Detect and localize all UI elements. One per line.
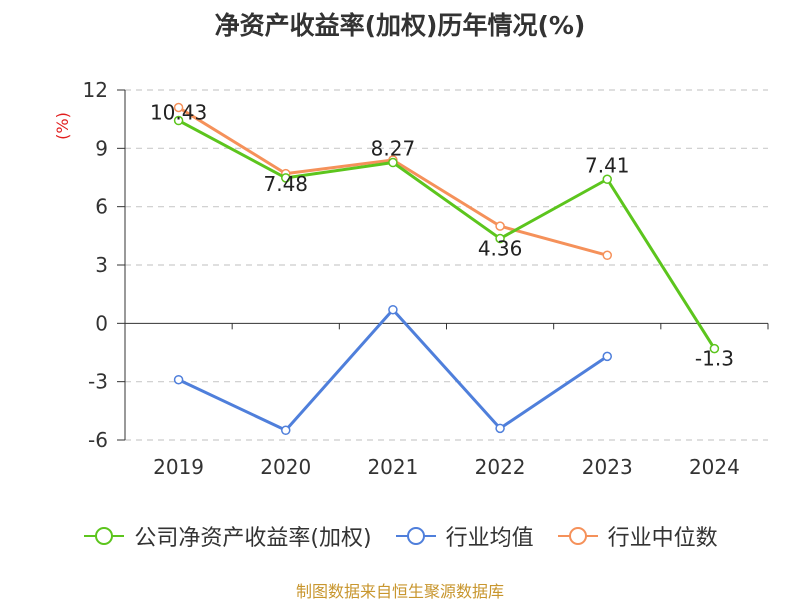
x-tick-label: 2020 [260,455,311,479]
y-tick-label: 3 [95,253,108,277]
x-tick-label: 2021 [367,455,418,479]
data-label: -1.3 [695,347,734,371]
series-line-company [177,119,716,350]
legend-label-company: 公司净资产收益率(加权) [134,526,372,551]
series-line-industry-avg [177,308,609,432]
data-point-company [388,157,398,168]
data-point-company [709,343,720,354]
x-tick-label: 2022 [475,455,526,479]
data-point-company [602,174,612,184]
data-point-industry-median [602,250,612,261]
data-point-company [281,173,291,183]
data-label: 7.41 [585,153,630,177]
x-tick-label: 2023 [582,455,633,479]
legend-item-industry-median[interactable]: 行业中位数 [556,520,718,552]
x-tick-label: 2024 [689,455,740,479]
x-tick-label: 2019 [153,455,204,479]
data-point-industry-avg [173,374,184,385]
legend-marker-industry-avg [395,527,436,545]
y-tick-label: 0 [95,311,108,335]
legend-item-company[interactable]: 公司净资产收益率(加权) [82,520,372,552]
y-axis-label: (%) [53,112,72,140]
legend: 公司净资产收益率(加权) 行业均值 行业中位数 [0,520,800,552]
line-chart: (%) 12 9 6 3 0 -3 -6 2019 2020 2021 2022 2023 2024 10… [53,78,769,479]
legend-label-industry-avg: 行业均值 [445,526,534,551]
data-point-industry-avg [388,304,398,315]
data-point-industry-avg [602,351,612,362]
data-label: 8.27 [371,137,416,161]
legend-label-industry-median: 行业中位数 [607,526,718,551]
y-tick-label: -3 [88,370,108,394]
chart-title: 净资产收益率(加权)历年情况(%) [214,11,586,40]
data-point-company [495,233,505,244]
data-point-company [173,115,184,126]
data-point-industry-avg [495,423,505,434]
legend-item-industry-avg[interactable]: 行业均值 [394,520,534,552]
y-tick-label: 6 [95,195,108,219]
data-point-industry-avg [281,425,291,436]
data-label: 10.43 [150,101,207,125]
y-tick-label: 9 [95,136,108,160]
data-point-industry-median [173,102,184,113]
data-label: 4.36 [478,237,523,261]
y-tick-label: 12 [83,78,108,102]
legend-marker-company [84,527,125,545]
data-label: 7.48 [263,172,308,196]
data-point-industry-median [495,221,505,231]
legend-marker-industry-median [557,527,598,545]
y-tick-label: -6 [88,428,108,452]
source-note: 制图数据来自恒生聚源数据库 [295,582,504,601]
series-line-industry-median [177,106,608,257]
